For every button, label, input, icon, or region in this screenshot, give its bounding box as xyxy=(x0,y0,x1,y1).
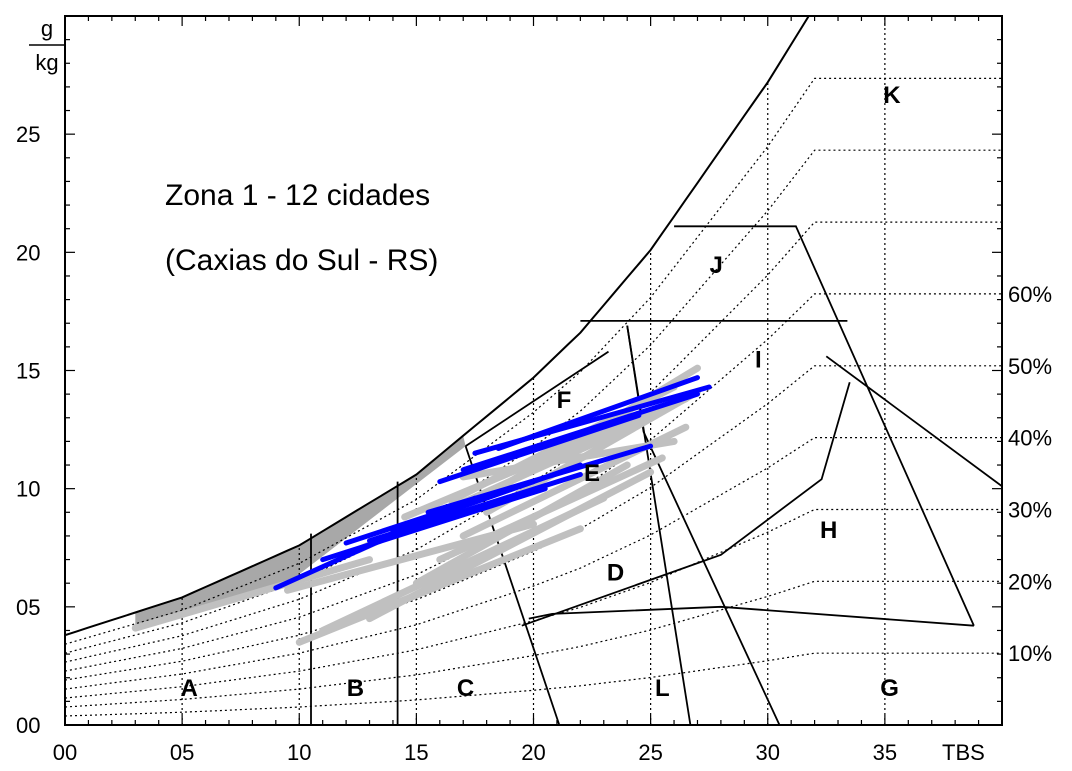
zone-label-I: I xyxy=(755,347,762,374)
rh-curve-20 xyxy=(65,580,1002,708)
rh-tick-labels: 10% 20% 30% 40% 50% 60% xyxy=(1008,282,1052,666)
rh-label-20: 20% xyxy=(1008,569,1052,594)
x-tick-label-10: 10 xyxy=(287,740,311,765)
zone-boundary-2 xyxy=(521,382,851,627)
x-axis-label: TBS xyxy=(942,740,985,765)
x-tick-label-15: 15 xyxy=(404,740,428,765)
chart-title: Zona 1 - 12 cidades xyxy=(165,179,430,212)
saturation-line xyxy=(65,16,810,637)
chart-subtitle: (Caxias do Sul - RS) xyxy=(165,244,438,277)
series-0-line-3 xyxy=(366,468,655,623)
data-series xyxy=(131,364,712,646)
x-tick-label-20: 20 xyxy=(521,740,545,765)
zone-label-L: L xyxy=(655,675,670,702)
dotted-grid xyxy=(181,16,886,725)
series-1-line-8 xyxy=(495,375,700,451)
y-tick-label-05: 05 xyxy=(16,595,40,620)
series-1-line-7 xyxy=(320,486,548,563)
rh-label-40: 40% xyxy=(1008,426,1052,451)
shaded-area xyxy=(135,435,466,629)
series-1-line-9 xyxy=(367,472,583,544)
y-tick-label-10: 10 xyxy=(16,477,40,502)
x-tick-label-35: 35 xyxy=(873,740,897,765)
zone-label-H: H xyxy=(820,517,837,544)
zone-label-C: C xyxy=(457,675,474,702)
zone-label-D: D xyxy=(607,559,624,586)
shaded-region xyxy=(135,435,466,629)
series-1-line-4 xyxy=(460,391,700,473)
y-tick-label-20: 20 xyxy=(16,240,40,265)
rh-curve-40 xyxy=(65,437,1002,690)
rh-label-50: 50% xyxy=(1008,354,1052,379)
y-tick-label-00: 00 xyxy=(16,713,40,738)
zone-label-G: G xyxy=(880,675,899,702)
zone-label-J: J xyxy=(710,252,723,279)
zone-label-K: K xyxy=(883,82,901,109)
rh-curve-50 xyxy=(65,365,1002,681)
series-1-line-6 xyxy=(425,443,654,515)
zone-label-B: B xyxy=(347,675,364,702)
rh-label-30: 30% xyxy=(1008,497,1052,522)
zone-boundary-10 xyxy=(825,355,1002,488)
rh-label-10: 10% xyxy=(1008,641,1052,666)
zone-labels: A B C D E F G H I J K L xyxy=(180,82,901,702)
series-0-line-0 xyxy=(131,556,373,632)
zone-label-F: F xyxy=(557,387,572,414)
rh-curve-10 xyxy=(65,652,1002,717)
zone-boundary-3 xyxy=(528,605,974,627)
y-tick-labels: 00 05 10 15 20 25 xyxy=(16,122,40,738)
x-tick-label-00: 00 xyxy=(53,740,77,765)
x-tick-label-05: 05 xyxy=(170,740,194,765)
zone-boundaries xyxy=(310,225,1002,725)
x-tick-label-30: 30 xyxy=(756,740,780,765)
x-tick-labels: 00 05 10 15 20 25 30 35 xyxy=(53,740,897,765)
axis-ticks xyxy=(65,16,1002,725)
y-tick-label-15: 15 xyxy=(16,359,40,384)
zone-label-E: E xyxy=(584,460,600,487)
rh-label-60: 60% xyxy=(1008,282,1052,307)
zone-boundary-9 xyxy=(674,225,975,627)
saturation-curve xyxy=(65,16,810,637)
zone-boundary-4 xyxy=(465,350,609,447)
zone-boundary-7 xyxy=(626,325,692,725)
y-tick-label-25: 25 xyxy=(16,122,40,147)
rh-curve-90 xyxy=(65,77,1002,645)
x-tick-label-25: 25 xyxy=(638,740,662,765)
zone-label-A: A xyxy=(180,675,197,702)
y-unit-denominator: kg xyxy=(35,50,58,75)
series-1-line-3 xyxy=(437,412,642,485)
y-unit-numerator: g xyxy=(41,16,53,41)
series-0-line-12 xyxy=(284,520,537,594)
